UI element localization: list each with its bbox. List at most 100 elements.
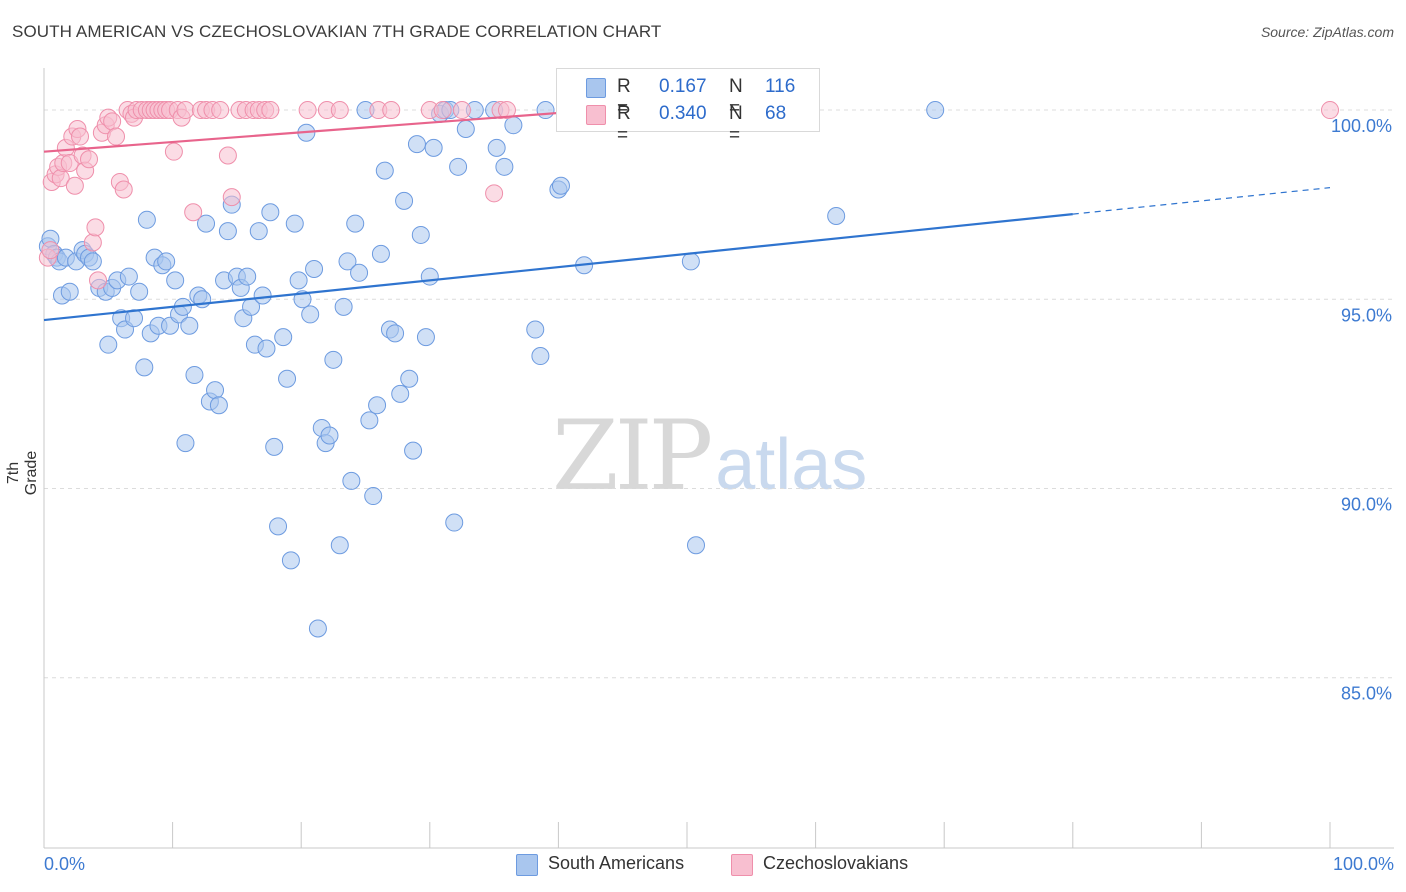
- czechoslovakian-point[interactable]: [86, 218, 105, 237]
- czechoslovakian-point[interactable]: [1321, 101, 1339, 120]
- czechoslovakian-point[interactable]: [382, 101, 401, 120]
- south-american-point[interactable]: [407, 135, 426, 154]
- czechoslovakian-point[interactable]: [452, 101, 471, 120]
- south-american-point[interactable]: [253, 286, 272, 305]
- legend-label: Czechoslovakians: [763, 853, 909, 873]
- south-american-point[interactable]: [238, 267, 257, 286]
- south-american-point[interactable]: [424, 138, 443, 157]
- czechoslovakian-point[interactable]: [89, 271, 108, 290]
- south-american-point[interactable]: [338, 252, 357, 271]
- czechoslovakian-point[interactable]: [218, 146, 237, 165]
- south-american-point[interactable]: [687, 536, 706, 555]
- south-american-point[interactable]: [83, 252, 102, 271]
- south-american-point[interactable]: [249, 222, 268, 241]
- south-american-point[interactable]: [364, 487, 383, 506]
- czechoslovakian-point[interactable]: [41, 241, 60, 260]
- south-american-point[interactable]: [99, 335, 118, 354]
- south-american-point[interactable]: [526, 320, 545, 339]
- south-american-point[interactable]: [305, 260, 324, 278]
- czechoslovakian-point[interactable]: [485, 184, 504, 203]
- south-american-point[interactable]: [289, 271, 308, 290]
- south-american-point[interactable]: [324, 350, 343, 369]
- south-american-point[interactable]: [400, 369, 419, 388]
- south-american-point[interactable]: [278, 369, 297, 388]
- south-american-point[interactable]: [206, 381, 225, 400]
- south-american-point[interactable]: [504, 116, 523, 135]
- south-american-point[interactable]: [135, 358, 154, 377]
- south-american-point[interactable]: [342, 471, 361, 490]
- south-american-point[interactable]: [60, 282, 79, 301]
- south-american-point[interactable]: [411, 225, 430, 244]
- south-american-point[interactable]: [180, 316, 199, 335]
- south-american-point[interactable]: [269, 517, 288, 536]
- south-american-point[interactable]: [360, 411, 379, 430]
- south-american-point[interactable]: [119, 267, 138, 286]
- south-american-point[interactable]: [293, 290, 312, 309]
- czechoslovakian-point[interactable]: [184, 203, 203, 222]
- south-american-point[interactable]: [308, 619, 327, 638]
- south-american-point[interactable]: [391, 384, 410, 403]
- south-american-point[interactable]: [386, 324, 405, 343]
- czechoslovakian-point[interactable]: [80, 150, 99, 169]
- south-american-point[interactable]: [495, 157, 514, 176]
- czechoslovakian-point[interactable]: [433, 101, 452, 120]
- south-american-point[interactable]: [551, 176, 570, 195]
- czechoslovakian-trendline: [43, 108, 598, 153]
- czechoslovakian-point[interactable]: [222, 188, 241, 207]
- south-american-point[interactable]: [281, 551, 300, 570]
- south-american-point[interactable]: [157, 252, 176, 271]
- czechoslovakian-point[interactable]: [176, 101, 195, 120]
- south-american-point[interactable]: [926, 101, 945, 120]
- czechoslovakian-point[interactable]: [103, 112, 122, 131]
- czechoslovakian-point[interactable]: [107, 127, 126, 146]
- south-american-point[interactable]: [456, 119, 475, 138]
- south-american-point[interactable]: [285, 214, 304, 233]
- south-american-point[interactable]: [536, 101, 555, 120]
- czechoslovakian-point[interactable]: [83, 233, 102, 252]
- czechoslovakian-point[interactable]: [211, 101, 230, 120]
- south-american-point[interactable]: [371, 244, 390, 263]
- south-american-point[interactable]: [137, 210, 156, 229]
- south-american-point[interactable]: [125, 309, 144, 328]
- south-american-point[interactable]: [320, 426, 339, 445]
- south-american-point[interactable]: [827, 207, 846, 226]
- south-american-point[interactable]: [334, 297, 353, 316]
- south-american-point[interactable]: [257, 339, 276, 358]
- south-american-point[interactable]: [395, 191, 414, 210]
- south-american-point[interactable]: [261, 203, 280, 222]
- czechoslovakian-point[interactable]: [330, 101, 349, 120]
- south-american-point[interactable]: [346, 214, 365, 233]
- czechoslovakian-point[interactable]: [164, 142, 183, 161]
- south-american-point[interactable]: [166, 271, 185, 290]
- south-american-point[interactable]: [176, 434, 195, 453]
- south-american-point[interactable]: [350, 263, 369, 282]
- south-american-point[interactable]: [487, 138, 506, 157]
- czechoslovakian-point[interactable]: [65, 176, 84, 195]
- south-american-point[interactable]: [531, 347, 550, 366]
- czechoslovakian-point[interactable]: [261, 101, 280, 120]
- czechoslovakian-point[interactable]: [497, 101, 516, 120]
- south-american-point[interactable]: [445, 513, 464, 532]
- south-american-point[interactable]: [449, 157, 468, 176]
- south-american-point[interactable]: [330, 536, 349, 555]
- czechoslovakian-point[interactable]: [114, 180, 133, 199]
- south-american-point[interactable]: [185, 365, 204, 384]
- south-american-point[interactable]: [681, 252, 700, 271]
- south-american-point[interactable]: [404, 441, 423, 460]
- south-american-point[interactable]: [218, 222, 237, 241]
- south-american-point[interactable]: [416, 328, 435, 347]
- south-american-point[interactable]: [197, 214, 216, 233]
- south-american-point[interactable]: [274, 328, 293, 347]
- south-american-point[interactable]: [130, 282, 149, 301]
- south-american-point[interactable]: [301, 305, 320, 324]
- czechoslovakian-point[interactable]: [71, 127, 90, 146]
- south-american-point[interactable]: [420, 267, 439, 286]
- n-value: 116: [765, 76, 796, 97]
- south-american-trendline: [43, 213, 1073, 322]
- south-american-point[interactable]: [375, 161, 394, 180]
- south-american-point[interactable]: [368, 396, 387, 415]
- south-american-point[interactable]: [265, 437, 284, 456]
- south-american-point[interactable]: [209, 396, 228, 415]
- czechoslovakian-point[interactable]: [298, 101, 317, 120]
